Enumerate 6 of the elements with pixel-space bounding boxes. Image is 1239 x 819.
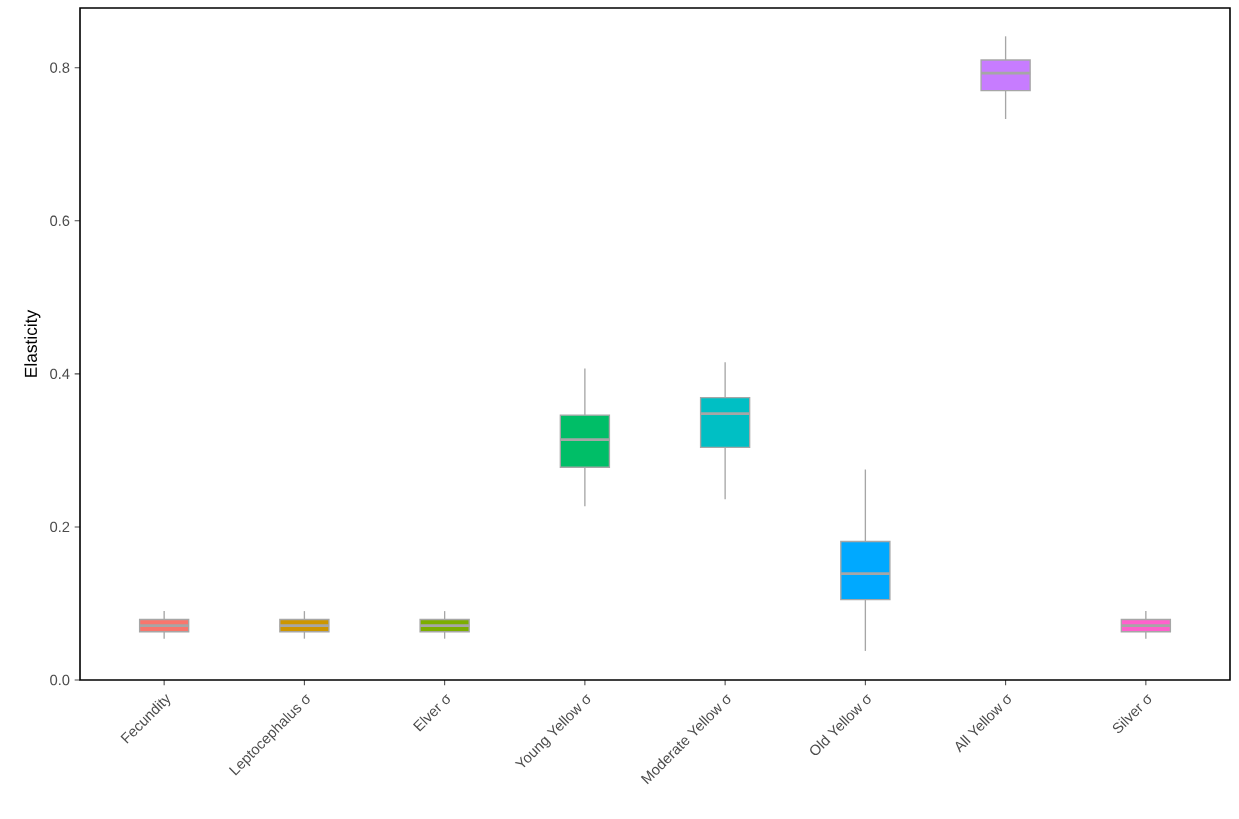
y-axis-title: Elasticity	[24, 309, 41, 377]
y-tick-label: 0.6	[50, 215, 70, 226]
y-tick-label: 0.8	[50, 62, 70, 73]
y-tick-label: 0.0	[50, 674, 70, 686]
y-tick-label: 0.2	[50, 521, 70, 533]
y-tick-label: 0.4	[50, 368, 70, 380]
